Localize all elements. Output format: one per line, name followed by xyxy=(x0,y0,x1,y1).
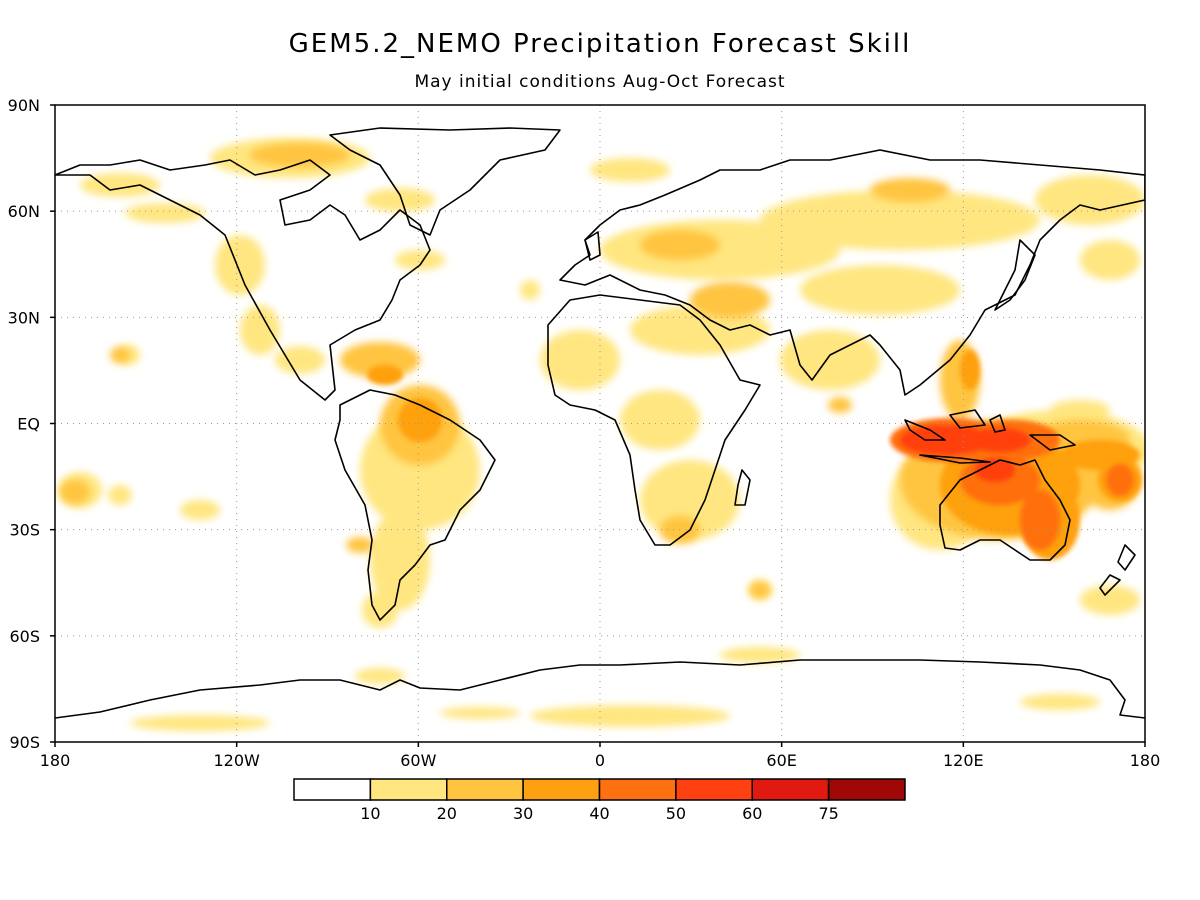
lon-tick-label: 0 xyxy=(595,751,605,770)
coastline-north-america xyxy=(55,159,431,401)
coastline-africa xyxy=(547,294,761,546)
colorbar-label: 75 xyxy=(818,804,838,823)
lon-tick-label: 120E xyxy=(943,751,984,770)
gridlines xyxy=(55,105,1145,742)
lat-tick-label: 30S xyxy=(9,521,40,540)
colorbar-label: 60 xyxy=(742,804,762,823)
colorbar-swatch xyxy=(598,778,677,801)
colorbar-label: 40 xyxy=(589,804,609,823)
coastline-japan xyxy=(994,239,1036,311)
coastline-europe-asia xyxy=(559,149,1145,396)
coastline-uk xyxy=(584,231,601,261)
lon-tick-label: 60W xyxy=(400,751,436,770)
lon-tick-label: 60E xyxy=(766,751,796,770)
coastline-greenland xyxy=(329,127,561,236)
lat-tick-label: EQ xyxy=(17,415,40,434)
colorbar-swatch xyxy=(751,778,830,801)
coastline-australia xyxy=(939,459,1071,561)
colorbar-swatch xyxy=(446,778,524,801)
lat-tick-label: 90S xyxy=(9,733,40,752)
lat-tick-label: 60N xyxy=(8,202,40,221)
chart-title: GEM5.2_NEMO Precipitation Forecast Skill xyxy=(289,29,912,59)
colorbar: 10 20 30 40 50 60 75 xyxy=(293,778,906,823)
skill-shading-layer xyxy=(58,138,1145,731)
coastlines xyxy=(55,127,1145,719)
lon-tick-label: 120W xyxy=(213,751,260,770)
colorbar-swatch xyxy=(827,778,906,801)
colorbar-label: 30 xyxy=(513,804,533,823)
colorbar-swatch xyxy=(522,778,601,801)
colorbar-label: 50 xyxy=(666,804,686,823)
lon-tick-label: 180 xyxy=(1130,751,1161,770)
coastline-antarctica xyxy=(55,659,1145,719)
coastline-new-zealand xyxy=(1099,544,1136,596)
coastline-madagascar xyxy=(734,469,751,506)
chart-subtitle: May initial conditions Aug-Oct Forecast xyxy=(414,72,785,92)
colorbar-swatch xyxy=(369,778,448,801)
colorbar-swatch xyxy=(293,778,372,801)
longitude-tick-labels: 180 120W 60W 0 60E 120E 180 xyxy=(40,742,1161,770)
coastline-south-america xyxy=(334,389,496,621)
lat-tick-label: 90N xyxy=(8,96,40,115)
colorbar-label: 20 xyxy=(437,804,457,823)
coastline-maritime-continent xyxy=(904,409,1076,464)
lat-tick-label: 30N xyxy=(8,308,40,327)
latitude-tick-labels: 90N 60N 30N EQ 30S 60S 90S xyxy=(8,96,55,752)
lat-tick-label: 60S xyxy=(9,627,40,646)
lon-tick-label: 180 xyxy=(40,751,71,770)
colorbar-swatch xyxy=(675,778,753,801)
colorbar-label: 10 xyxy=(360,804,380,823)
